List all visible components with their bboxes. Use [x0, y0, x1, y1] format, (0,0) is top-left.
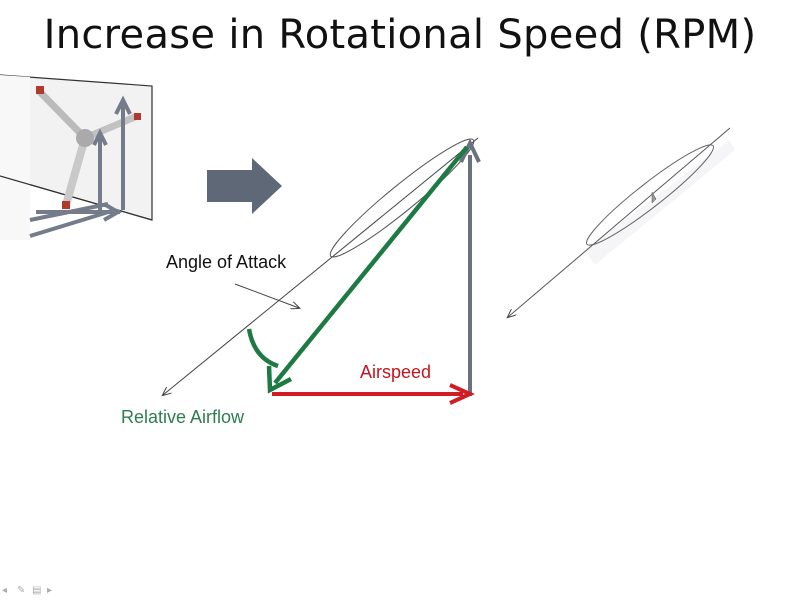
next-slide-icon[interactable]: ▸	[47, 585, 53, 596]
rotor-vector	[459, 138, 481, 396]
relative-airflow-label: Relative Airflow	[121, 407, 245, 427]
chord-line	[163, 137, 479, 395]
angle-of-attack-arc	[246, 328, 279, 369]
turbine-thumbnail	[0, 74, 153, 240]
cursor-icon	[651, 191, 657, 204]
relative-airflow-vector	[266, 145, 469, 394]
pen-icon[interactable]: ✎	[17, 585, 26, 596]
airspeed-label: Airspeed	[360, 362, 432, 382]
airspeed-vector	[272, 383, 475, 405]
right-arrow-icon	[207, 158, 282, 214]
angle-of-attack-pointer	[234, 283, 299, 308]
prev-slide-icon[interactable]: ◂	[2, 585, 8, 596]
airfoil	[329, 138, 475, 258]
thumbnail-vectors	[29, 95, 132, 238]
slideshow-controls[interactable]: ◂ ✎ ▤ ▸	[0, 586, 57, 598]
airfoil-rotated	[508, 127, 735, 317]
menu-icon[interactable]: ▤	[32, 585, 42, 596]
slide-title: Increase in Rotational Speed (RPM)	[43, 12, 757, 58]
turbine-icon	[36, 86, 141, 209]
angle-of-attack-label: Angle of Attack	[166, 252, 287, 272]
